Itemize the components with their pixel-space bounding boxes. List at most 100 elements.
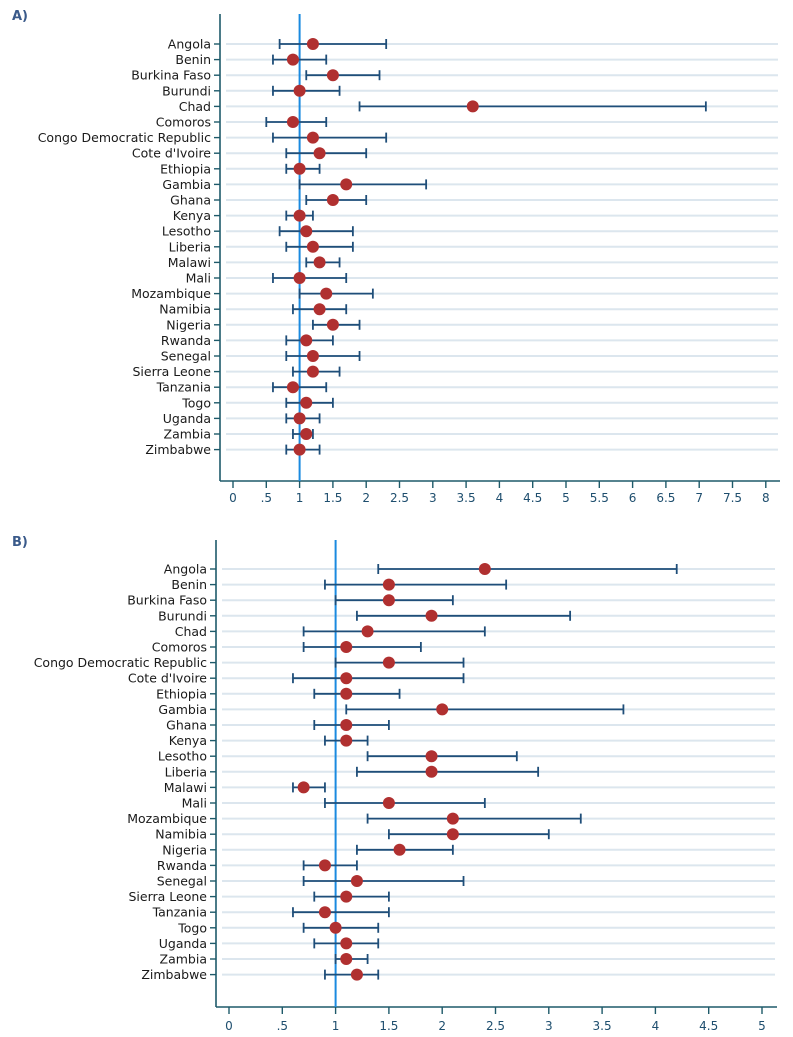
point-estimate xyxy=(318,906,331,919)
x-tick-label: 1.5 xyxy=(323,491,342,505)
category-label: Namibia xyxy=(159,302,211,317)
x-tick-label: 5 xyxy=(562,491,570,505)
point-estimate xyxy=(340,734,353,747)
point-estimate xyxy=(326,318,339,331)
category-label: Comoros xyxy=(152,640,207,655)
category-label: Liberia xyxy=(165,764,207,779)
category-label: Mozambique xyxy=(127,811,207,826)
x-tick-label: 2 xyxy=(362,491,370,505)
x-tick-label: 3.5 xyxy=(457,491,476,505)
category-label: Cote d'Ivoire xyxy=(132,146,211,161)
x-tick-label: 4.5 xyxy=(699,1019,718,1033)
category-label: Kenya xyxy=(173,208,211,223)
category-label: Uganda xyxy=(159,936,207,951)
category-label: Chad xyxy=(179,99,211,114)
point-estimate xyxy=(293,162,306,175)
point-estimate xyxy=(293,209,306,222)
category-label: Gambia xyxy=(158,702,207,717)
x-tick-label: .5 xyxy=(261,491,272,505)
category-label: Cote d'Ivoire xyxy=(128,671,207,686)
category-label: Sierra Leone xyxy=(133,364,212,379)
point-estimate xyxy=(286,53,299,66)
category-label: Benin xyxy=(171,577,207,592)
point-estimate xyxy=(340,953,353,965)
category-label: Malawi xyxy=(164,780,207,795)
point-estimate xyxy=(350,968,363,981)
category-label: Ghana xyxy=(166,718,207,733)
point-estimate xyxy=(340,937,353,950)
point-estimate xyxy=(306,38,319,50)
point-estimate xyxy=(361,625,374,638)
category-label: Namibia xyxy=(155,827,207,842)
point-estimate xyxy=(293,272,306,284)
category-label: Ghana xyxy=(170,193,211,208)
x-tick-label: 4 xyxy=(652,1019,660,1033)
point-estimate xyxy=(340,178,353,191)
panel-label: B) xyxy=(12,535,28,550)
category-label: Angola xyxy=(168,37,211,52)
x-tick-label: 6 xyxy=(629,491,637,505)
x-tick-label: 3.5 xyxy=(593,1019,612,1033)
category-label: Zimbabwe xyxy=(145,442,211,457)
x-tick-label: 7 xyxy=(695,491,703,505)
point-estimate xyxy=(313,147,326,160)
category-label: Burundi xyxy=(162,83,211,98)
category-label: Angola xyxy=(164,562,207,577)
category-label: Lesotho xyxy=(162,224,211,239)
x-tick-label: 0 xyxy=(229,491,237,505)
point-estimate xyxy=(340,641,353,653)
point-estimate xyxy=(300,225,313,238)
category-label: Tanzania xyxy=(152,905,207,920)
category-label: Mali xyxy=(182,796,207,811)
category-label: Ethiopia xyxy=(160,161,211,176)
point-estimate xyxy=(382,656,395,669)
x-tick-label: 8 xyxy=(762,491,770,505)
category-label: Nigeria xyxy=(162,842,207,857)
point-estimate xyxy=(326,194,339,206)
point-estimate xyxy=(293,84,306,97)
x-tick-label: 5 xyxy=(758,1019,766,1033)
point-estimate xyxy=(478,563,491,575)
point-estimate xyxy=(466,100,479,113)
category-label: Nigeria xyxy=(166,317,211,332)
category-label: Tanzania xyxy=(156,380,211,395)
x-tick-label: 1 xyxy=(296,491,304,505)
category-label: Congo Democratic Republic xyxy=(34,655,207,670)
x-tick-label: 7.5 xyxy=(723,491,742,505)
category-label: Zambia xyxy=(164,427,211,442)
category-label: Senegal xyxy=(157,874,207,889)
point-estimate xyxy=(286,116,299,128)
point-estimate xyxy=(313,256,326,269)
category-label: Sierra Leone xyxy=(129,889,208,904)
x-tick-label: 1.5 xyxy=(379,1019,398,1033)
category-label: Ethiopia xyxy=(156,686,207,701)
x-tick-label: 2.5 xyxy=(486,1019,505,1033)
x-tick-label: 4 xyxy=(496,491,504,505)
category-label: Togo xyxy=(181,395,211,410)
point-estimate xyxy=(306,240,319,253)
point-estimate xyxy=(300,334,313,347)
category-label: Kenya xyxy=(169,733,207,748)
point-estimate xyxy=(425,765,438,778)
category-label: Liberia xyxy=(169,239,211,254)
category-label: Lesotho xyxy=(158,749,207,764)
x-tick-label: .5 xyxy=(277,1019,288,1033)
point-estimate xyxy=(393,843,406,856)
category-label: Burkina Faso xyxy=(131,68,211,83)
category-label: Uganda xyxy=(163,411,211,426)
point-estimate xyxy=(293,443,306,456)
point-estimate xyxy=(300,396,313,409)
point-estimate xyxy=(297,781,310,794)
category-label: Burkina Faso xyxy=(127,593,207,608)
point-estimate xyxy=(306,365,319,378)
point-estimate xyxy=(382,797,395,809)
category-label: Zimbabwe xyxy=(141,967,207,982)
category-label: Gambia xyxy=(162,177,211,192)
point-estimate xyxy=(382,594,395,607)
category-label: Zambia xyxy=(160,952,207,967)
point-estimate xyxy=(436,703,449,716)
panel-label: A) xyxy=(12,9,28,24)
category-label: Chad xyxy=(175,624,207,639)
